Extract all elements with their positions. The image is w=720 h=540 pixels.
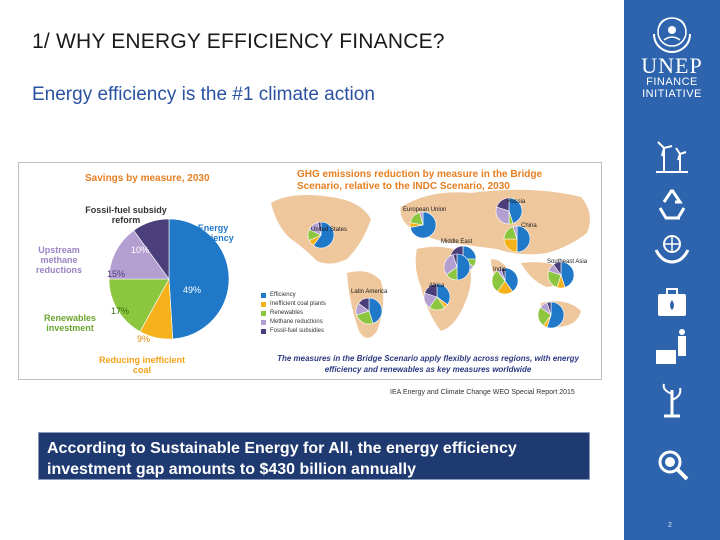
iea-figure: Savings by measure, 2030 Fossil-fuel sub… (18, 162, 602, 380)
region-pie-1-slice-3 (419, 211, 424, 226)
bridge-scenario-note: The measures in the Bridge Scenario appl… (277, 354, 579, 374)
investment-gap-callout: According to Sustainable Energy for All,… (38, 432, 590, 480)
region-pie-3-slice-0 (516, 225, 531, 253)
region-pie-2-slice-0 (508, 197, 523, 224)
un-emblem-icon (653, 17, 691, 54)
savings-pie-panel: Savings by measure, 2030 Fossil-fuel sub… (19, 163, 239, 379)
region-pie-8-slice-0 (436, 283, 451, 306)
map-legend: Efficiency Inefficient coal plants Renew… (261, 291, 326, 336)
page-number: 2 (668, 522, 672, 529)
savings-pie-chart (108, 218, 230, 340)
label-inefficient-coal: Reducing inefficient coal (98, 355, 185, 375)
legend-item-methane: Methane reductions (261, 318, 326, 327)
briefcase-water-icon (658, 288, 686, 316)
brand-sidebar: UNEP FINANCE INITIATIVE (624, 0, 720, 540)
legend-item-subsidies: Fossil-fuel subsidies (261, 327, 326, 336)
magnifier-icon (658, 450, 689, 481)
pct-energy-efficiency: 49% (183, 285, 202, 295)
region-label-middle-east: Middle East (441, 239, 473, 245)
legend-swatch-subsidies (261, 329, 266, 334)
region-pie-10-slice-4 (546, 301, 552, 316)
region-pie-8-slice-4 (424, 283, 438, 298)
region-pie-2-slice-3 (495, 206, 510, 225)
region-pie-7-slice-0 (368, 297, 383, 324)
region-label-sea: Southeast Asia (547, 259, 588, 265)
source-citation: IEA Energy and Climate Change WEO Specia… (390, 389, 575, 396)
label-energy-efficiency: Energy efficiency (192, 223, 234, 243)
region-pie-5-slice-2 (491, 270, 506, 292)
region-pie-0-slice-4 (317, 221, 322, 236)
region-pie-9-slice-3 (443, 254, 458, 276)
slide-subtitle: Energy efficiency is the #1 climate acti… (32, 84, 375, 105)
region-pie-5-slice-0 (504, 267, 519, 292)
landmass-2 (400, 189, 590, 255)
region-pie-2-slice-4 (496, 197, 510, 212)
region-pie-9-slice-0 (456, 253, 471, 281)
region-label-china: China (521, 223, 537, 229)
region-label-eu: European Union (403, 207, 447, 213)
legend-swatch-methane (261, 320, 266, 325)
brand-line2: FINANCE (646, 76, 698, 88)
wind-turbine-icon (656, 141, 688, 173)
label-renewables: Renewables investment (43, 313, 97, 333)
legend-label-subsidies: Fossil-fuel subsidies (270, 328, 325, 334)
legend-item-renewables: Renewables (261, 309, 326, 318)
region-map-panel: GHG emissions reduction by measure in th… (251, 163, 597, 379)
region-pie-0-slice-0 (312, 221, 335, 249)
region-pie-3-slice-3 (512, 225, 518, 240)
savings-pie-slice-3 (108, 230, 170, 280)
savings-pie-slice-0 (168, 218, 230, 340)
region-pie-6-slice-0 (560, 261, 575, 288)
legend-label-renewables: Renewables (270, 310, 304, 316)
label-upstream-methane: Upstream methane reductions (35, 245, 82, 275)
legend-swatch-coal (261, 302, 266, 307)
pct-inefficient-coal: 9% (137, 334, 151, 344)
region-pie-6-slice-4 (552, 261, 562, 276)
legend-label-coal: Inefficient coal plants (270, 301, 326, 307)
region-pie-7-slice-4 (358, 297, 370, 312)
world-map (271, 189, 590, 338)
region-label-india: India (493, 267, 507, 273)
brand-line1: UNEP (641, 53, 703, 78)
savings-pie-slice-4 (133, 218, 170, 280)
label-fossil-fuel: Fossil-fuel subsidy reform (85, 205, 167, 225)
legend-swatch-efficiency (261, 293, 266, 298)
legend-item-coal: Inefficient coal plants (261, 300, 326, 309)
region-label-africa: Africa (429, 283, 445, 289)
map-chart-title: GHG emissions reduction by measure in th… (297, 169, 543, 192)
unep-fi-logo: UNEP FINANCE INITIATIVE (624, 10, 720, 100)
pct-fossil-fuel: 10% (131, 245, 150, 255)
region-pie-9-slice-4 (452, 253, 458, 268)
legend-label-efficiency: Efficiency (270, 292, 296, 298)
savings-chart-title: Savings by measure, 2030 (85, 173, 210, 184)
legend-swatch-renewables (261, 311, 266, 316)
plant-icon (662, 383, 682, 418)
hands-globe-icon (654, 235, 690, 264)
region-label-latin-america: Latin America (351, 289, 388, 295)
water-drop-icon (656, 329, 686, 364)
legend-label-methane: Methane reductions (270, 319, 323, 325)
region-pie-5-slice-4 (500, 267, 506, 282)
region-label-us: United States (311, 227, 348, 233)
pct-renewables: 17% (111, 306, 130, 316)
recycle-icon (658, 189, 686, 220)
slide-title: 1/ WHY ENERGY EFFICIENCY FINANCE? (32, 30, 445, 53)
legend-item-efficiency: Efficiency (261, 291, 326, 300)
brand-line3: INITIATIVE (642, 88, 702, 100)
region-label-russia: Russia (507, 199, 526, 205)
pct-methane: 15% (107, 269, 126, 279)
savings-pie-slice-2 (108, 278, 170, 332)
